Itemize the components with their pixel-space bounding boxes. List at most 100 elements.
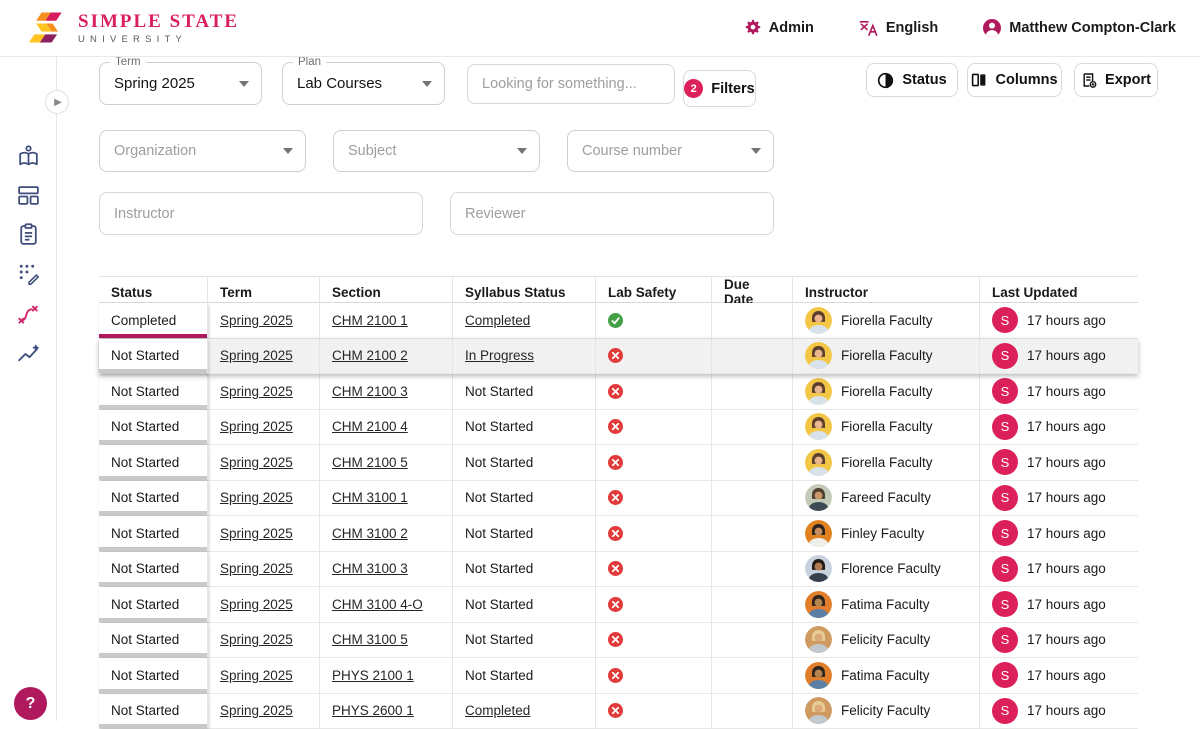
search-input[interactable] — [467, 64, 675, 104]
instructor-avatar — [805, 591, 832, 618]
route-icon[interactable] — [16, 302, 41, 327]
term-link[interactable]: Spring 2025 — [220, 419, 293, 434]
chevron-down-icon — [283, 148, 293, 154]
section-link[interactable]: CHM 2100 2 — [332, 348, 408, 363]
last-updated-text: 17 hours ago — [1027, 490, 1106, 505]
last-updated-cell: S 17 hours ago — [980, 623, 1138, 658]
instructor-cell: Felicity Faculty — [793, 694, 980, 729]
due-date-cell — [712, 410, 793, 445]
updated-by-avatar: S — [992, 378, 1018, 404]
app-header: SIMPLE STATE UNIVERSITY Admin — [0, 0, 1200, 57]
clipboard-icon[interactable] — [16, 222, 41, 247]
term-link[interactable]: Spring 2025 — [220, 526, 293, 541]
last-updated-cell: S 17 hours ago — [980, 516, 1138, 551]
table-row[interactable]: Not Started Spring 2025 CHM 3100 5 Not S… — [99, 623, 1138, 659]
table-row[interactable]: Not Started Spring 2025 CHM 3100 1 Not S… — [99, 481, 1138, 517]
plan-select[interactable]: Plan Lab Courses — [282, 62, 445, 105]
section-link[interactable]: CHM 2100 4 — [332, 419, 408, 434]
chevron-down-icon — [751, 148, 761, 154]
syllabus-status-cell: Not Started — [453, 445, 596, 480]
section-link[interactable]: CHM 3100 4-O — [332, 597, 423, 612]
course-number-select-placeholder: Course number — [582, 143, 682, 159]
language-menu[interactable]: English — [858, 18, 938, 38]
syllabus-status-cell: Not Started — [453, 552, 596, 587]
organization-select[interactable]: Organization — [99, 130, 306, 172]
filters-button[interactable]: 2 Filters — [683, 70, 756, 107]
instructor-name: Finley Faculty — [841, 526, 924, 541]
last-updated-text: 17 hours ago — [1027, 313, 1106, 328]
table-row[interactable]: Completed Spring 2025 CHM 2100 1 Complet… — [99, 303, 1138, 339]
term-link[interactable]: Spring 2025 — [220, 490, 293, 505]
edit-grid-icon[interactable] — [16, 261, 41, 286]
table-row[interactable]: Not Started Spring 2025 CHM 2100 2 In Pr… — [99, 339, 1138, 375]
term-link[interactable]: Spring 2025 — [220, 455, 293, 470]
due-date-cell — [712, 516, 793, 551]
table-row[interactable]: Not Started Spring 2025 CHM 2100 4 Not S… — [99, 410, 1138, 446]
course-number-select[interactable]: Course number — [567, 130, 774, 172]
dashboard-icon[interactable] — [16, 183, 41, 208]
user-menu[interactable]: Matthew Compton-Clark — [982, 18, 1176, 38]
section-link[interactable]: CHM 3100 2 — [332, 526, 408, 541]
syllabus-status-text: Not Started — [465, 384, 533, 399]
analytics-icon[interactable] — [16, 342, 41, 367]
section-link[interactable]: CHM 2100 5 — [332, 455, 408, 470]
table-row[interactable]: Not Started Spring 2025 PHYS 2600 1 Comp… — [99, 694, 1138, 729]
organization-select-placeholder: Organization — [114, 143, 196, 159]
user-name: Matthew Compton-Clark — [1009, 20, 1176, 36]
term-select[interactable]: Term Spring 2025 — [99, 62, 262, 105]
section-link[interactable]: PHYS 2100 1 — [332, 668, 414, 683]
help-button[interactable]: ? — [14, 687, 47, 720]
table-row[interactable]: Not Started Spring 2025 CHM 2100 5 Not S… — [99, 445, 1138, 481]
table-row[interactable]: Not Started Spring 2025 CHM 3100 4-O Not… — [99, 587, 1138, 623]
term-link[interactable]: Spring 2025 — [220, 703, 293, 718]
term-link[interactable]: Spring 2025 — [220, 668, 293, 683]
section-link[interactable]: PHYS 2600 1 — [332, 703, 414, 718]
contrast-icon — [877, 72, 894, 89]
syllabus-status-text: Completed — [465, 703, 530, 718]
syllabus-status-cell: Not Started — [453, 658, 596, 693]
instructor-cell: Fiorella Faculty — [793, 303, 980, 338]
term-link[interactable]: Spring 2025 — [220, 313, 293, 328]
section-link[interactable]: CHM 3100 3 — [332, 561, 408, 576]
table-row[interactable]: Not Started Spring 2025 CHM 3100 2 Not S… — [99, 516, 1138, 552]
term-link[interactable]: Spring 2025 — [220, 348, 293, 363]
section-link[interactable]: CHM 3100 1 — [332, 490, 408, 505]
logo[interactable]: SIMPLE STATE UNIVERSITY — [28, 8, 239, 48]
book-reader-icon[interactable] — [16, 144, 41, 169]
lab-safety-cell — [596, 552, 712, 587]
table-row[interactable]: Not Started Spring 2025 PHYS 2100 1 Not … — [99, 658, 1138, 694]
table-row[interactable]: Not Started Spring 2025 CHM 3100 3 Not S… — [99, 552, 1138, 588]
section-cell: CHM 2100 2 — [320, 339, 453, 374]
plan-select-label: Plan — [293, 56, 326, 68]
logo-title: SIMPLE STATE — [78, 11, 239, 33]
status-cell: Not Started — [99, 410, 208, 445]
chevron-down-icon — [517, 148, 527, 154]
instructor-avatar — [805, 626, 832, 653]
export-button[interactable]: Export — [1074, 63, 1158, 97]
status-cell: Not Started — [99, 552, 208, 587]
section-cell: CHM 2100 3 — [320, 374, 453, 409]
sidebar-expand-button[interactable]: ▶ — [45, 90, 69, 114]
instructor-input[interactable] — [99, 192, 423, 235]
admin-menu[interactable]: Admin — [744, 19, 814, 37]
term-link[interactable]: Spring 2025 — [220, 632, 293, 647]
section-link[interactable]: CHM 2100 3 — [332, 384, 408, 399]
syllabus-status-text: Not Started — [465, 668, 533, 683]
term-link[interactable]: Spring 2025 — [220, 561, 293, 576]
status-cell: Not Started — [99, 658, 208, 693]
section-link[interactable]: CHM 3100 5 — [332, 632, 408, 647]
table-row[interactable]: Not Started Spring 2025 CHM 2100 3 Not S… — [99, 374, 1138, 410]
due-date-cell — [712, 303, 793, 338]
last-updated-text: 17 hours ago — [1027, 419, 1106, 434]
lab-safety-cell — [596, 374, 712, 409]
term-link[interactable]: Spring 2025 — [220, 597, 293, 612]
columns-button[interactable]: Columns — [967, 63, 1062, 97]
status-button[interactable]: Status — [866, 63, 958, 97]
instructor-avatar — [805, 307, 832, 334]
subject-select[interactable]: Subject — [333, 130, 540, 172]
updated-by-avatar: S — [992, 556, 1018, 582]
term-link[interactable]: Spring 2025 — [220, 384, 293, 399]
section-link[interactable]: CHM 2100 1 — [332, 313, 408, 328]
reviewer-input[interactable] — [450, 192, 774, 235]
last-updated-cell: S 17 hours ago — [980, 658, 1138, 693]
